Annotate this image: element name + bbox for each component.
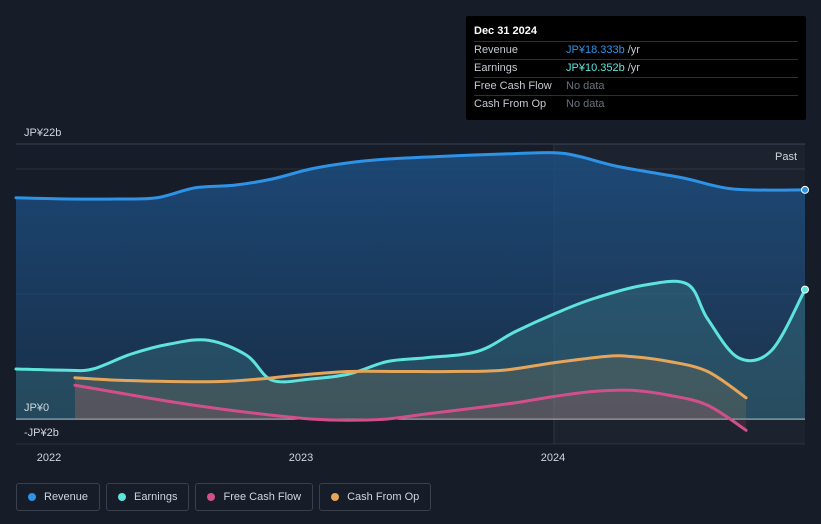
tooltip-row-revenue: Revenue JP¥18.333b /yr: [474, 41, 798, 59]
legend-dot-icon: [118, 493, 127, 501]
tooltip-value: No data: [566, 98, 605, 110]
tooltip-unit: /yr: [627, 44, 640, 56]
series-lines: [14, 151, 807, 432]
tooltip-value: JP¥18.333b: [566, 44, 625, 56]
tooltip-label: Earnings: [474, 62, 518, 74]
tooltip-unit: /yr: [627, 62, 640, 74]
x-tick-label-2022: 2022: [37, 452, 61, 464]
revenue-line: [14, 151, 807, 201]
free-cash-flow-area: [74, 385, 747, 431]
y-axis-bottom-label: -JP¥2b: [24, 427, 59, 439]
tooltip-date: Dec 31 2024: [474, 25, 537, 37]
legend-dot-icon: [207, 493, 216, 501]
tooltip-label: Cash From Op: [474, 98, 547, 110]
y-axis-zero-label: JP¥0: [24, 402, 49, 414]
earnings-line: [14, 279, 807, 384]
legend-label: Free Cash Flow: [223, 491, 302, 503]
legend-dot-icon: [28, 493, 36, 501]
tooltip-value: No data: [566, 80, 605, 92]
legend-item-cash-from-op[interactable]: Cash From Op: [319, 483, 432, 511]
legend-label: Earnings: [134, 491, 178, 503]
tooltip-row-earnings: Earnings JP¥10.352b /yr: [474, 59, 798, 77]
revenue-end-point: [801, 185, 809, 194]
legend-label: Cash From Op: [347, 491, 420, 503]
tooltip-label: Free Cash Flow: [474, 80, 552, 92]
legend-label: Revenue: [44, 491, 89, 503]
series-areas: [16, 152, 805, 431]
tooltip-value: JP¥10.352b: [566, 62, 625, 74]
axis-marks: [801, 185, 809, 294]
cash-from-op-line: [73, 354, 748, 400]
tooltip-label: Revenue: [474, 44, 519, 56]
past-label: Past: [775, 151, 797, 163]
cash-from-op-area: [74, 355, 747, 419]
y-axis-top-label: JP¥22b: [24, 127, 61, 139]
earnings-end-point: [801, 285, 809, 294]
legend-item-free-cash-flow[interactable]: Free Cash Flow: [195, 483, 314, 511]
tooltip-row-free-cash-flow: Free Cash Flow No data: [474, 77, 798, 95]
chart-legend: Revenue Earnings Free Cash Flow Cash Fro…: [16, 483, 432, 511]
tooltip-row-cash-from-op: Cash From Op No data: [474, 95, 798, 113]
x-tick-label-2023: 2023: [289, 452, 313, 464]
revenue-area: [16, 152, 805, 420]
hover-tooltip: Dec 31 2024 Revenue JP¥18.333b /yr Earni…: [466, 16, 806, 120]
legend-item-earnings[interactable]: Earnings: [106, 483, 190, 511]
free-cash-flow-line: [73, 383, 748, 432]
earnings-area: [16, 281, 805, 419]
legend-dot-icon: [331, 493, 340, 501]
x-tick-label-2024: 2024: [541, 452, 565, 464]
chart-canvas: JP¥22b JP¥0 -JP¥2b Past 2022 2023 2024: [14, 127, 809, 464]
legend-item-revenue[interactable]: Revenue: [16, 483, 101, 511]
